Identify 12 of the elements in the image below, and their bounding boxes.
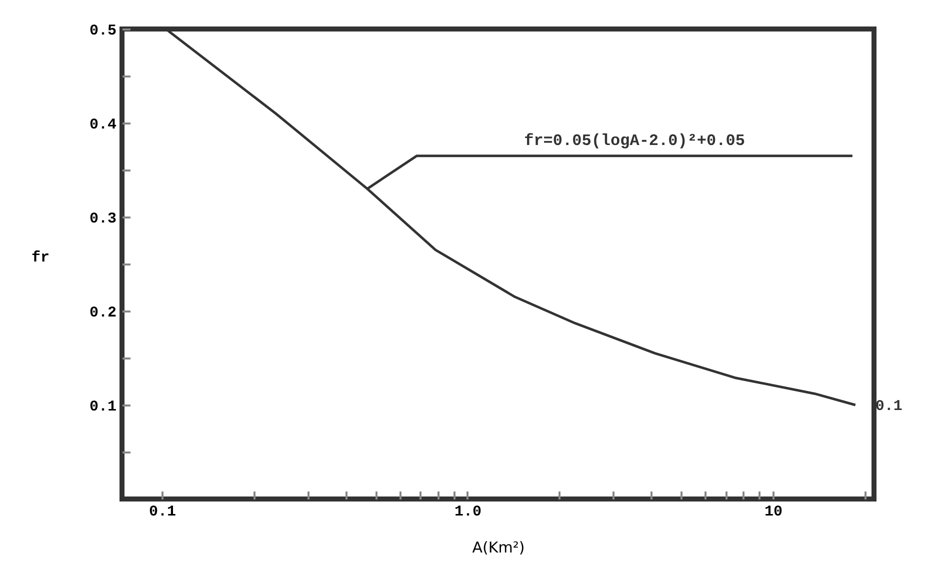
x-tick-label: 0.1 (148, 504, 176, 520)
y-tick-label: 0.1 (89, 398, 116, 416)
y-tick-label: 0.3 (89, 210, 116, 228)
y-axis-title: fr (31, 250, 50, 266)
y-tick-label: 0.5 (89, 22, 116, 40)
annotation: 0.1 (875, 398, 902, 415)
x-axis-title: A(Km²) (472, 538, 525, 556)
y-tick-label: 0.2 (89, 304, 116, 322)
x-tick-label: 10 (764, 504, 783, 520)
annotation: fr=0.05(logA-2.0)²+0.05 (524, 132, 745, 150)
x-tick-label: 1.0 (454, 504, 482, 520)
y-tick-label: 0.4 (89, 116, 116, 134)
